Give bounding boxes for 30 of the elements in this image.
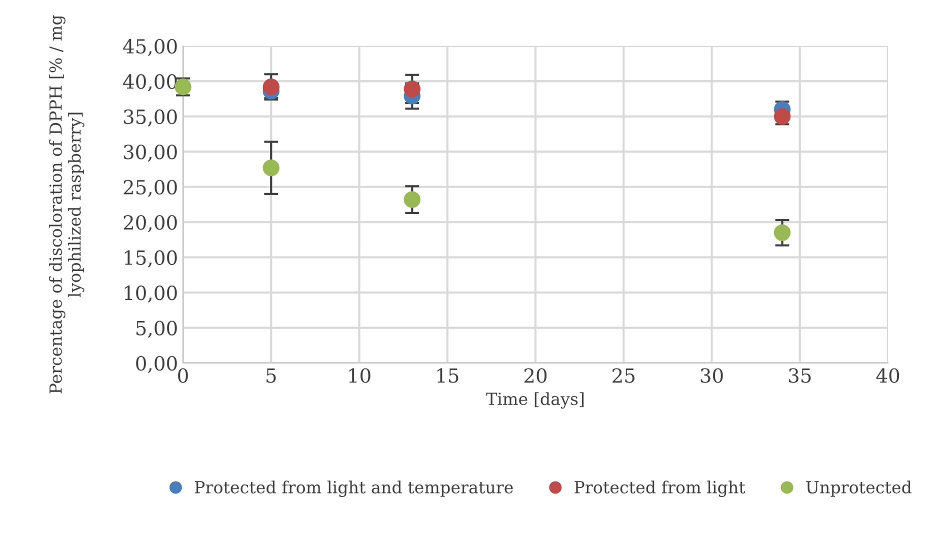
y-tick-label: 20,00 — [124, 215, 177, 232]
legend-label: Protected from light — [574, 480, 746, 497]
x-tick-label: 5 — [266, 368, 276, 383]
x-tick-label: 0 — [178, 368, 188, 383]
x-tick-label: 35 — [788, 368, 811, 383]
point — [404, 191, 420, 208]
y-tick-label: 5,00 — [136, 320, 177, 338]
point — [774, 224, 791, 242]
y-tick-label: 10,00 — [124, 286, 177, 303]
x-tick-label: 10 — [349, 368, 370, 383]
y-tick-label: 15,00 — [124, 250, 177, 268]
y-tick-label: 40,00 — [123, 74, 177, 92]
point — [774, 108, 791, 125]
legend-label: Unprotected — [806, 480, 912, 497]
legend-label: Protected from light and temperature — [194, 480, 513, 497]
x-tick-label: 30 — [700, 368, 723, 383]
point — [262, 160, 280, 176]
x-tick-label: 20 — [524, 368, 547, 383]
x-tick-label: 15 — [437, 368, 458, 383]
y-tick-label: 30,00 — [124, 144, 177, 162]
x-axis-title: Time [days] — [486, 392, 584, 409]
point — [404, 80, 420, 98]
y-axis-title: Percentage of discoloration of DPPH [% / mg lyophilized raspberry] — [49, 15, 84, 394]
x-tick-label: 25 — [612, 368, 634, 383]
y-tick-label: 25,00 — [124, 180, 177, 197]
y-tick-label: 0,00 — [136, 356, 177, 374]
x-tick-label: 40 — [876, 368, 900, 383]
point — [262, 78, 280, 96]
y-tick-label: 35,00 — [124, 109, 177, 126]
y-tick-label: 45,00 — [123, 38, 177, 56]
